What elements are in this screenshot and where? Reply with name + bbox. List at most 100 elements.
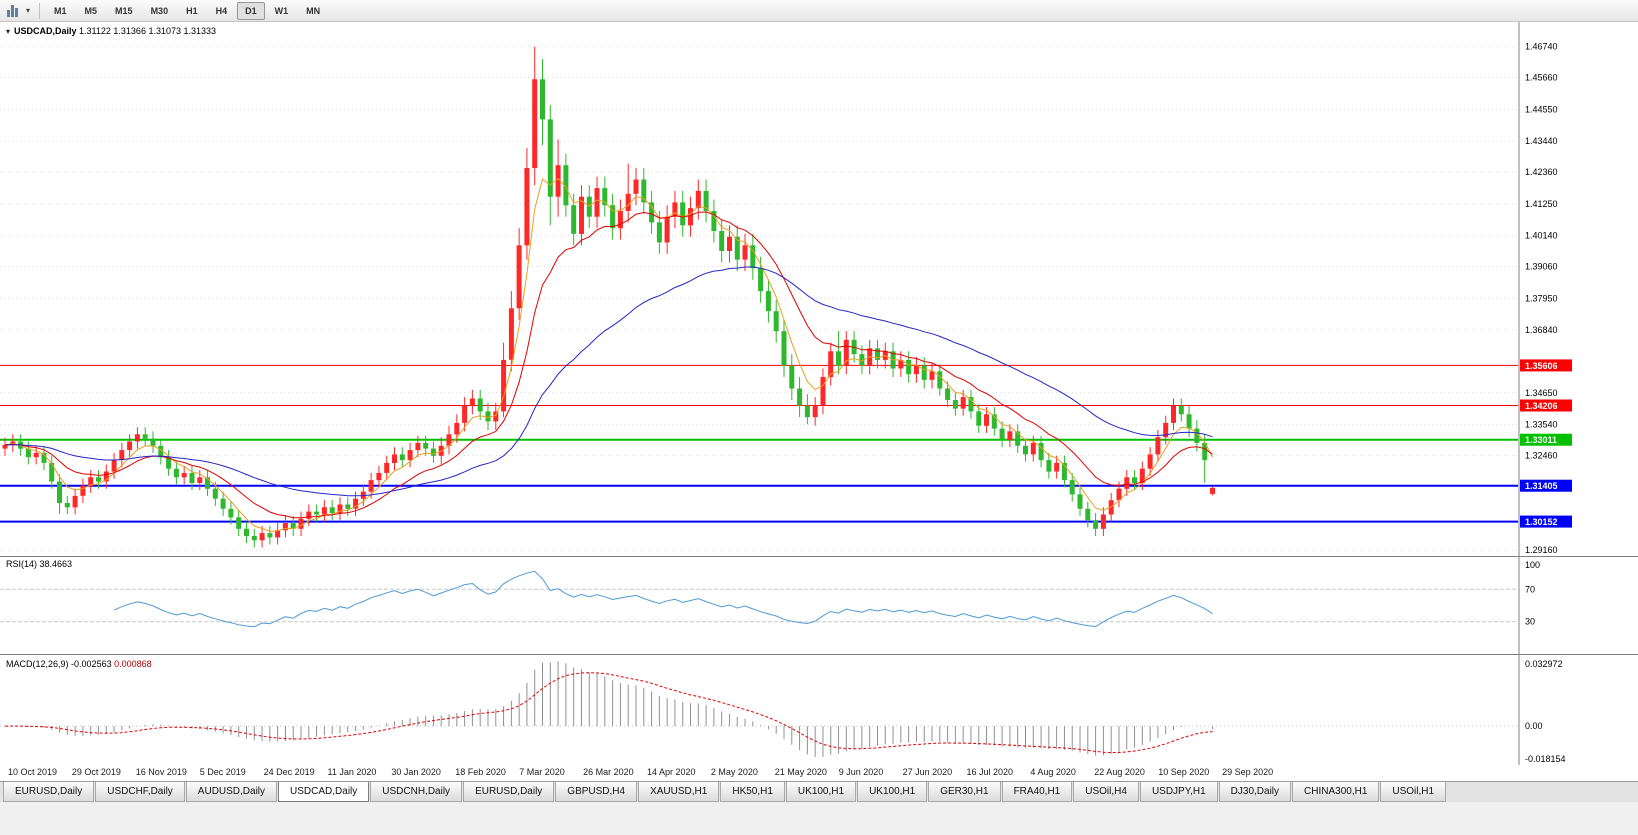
chart-tab-usoil-h1[interactable]: USOil,H1 [1380,782,1447,802]
candle-body [563,165,569,206]
timeframe-toolbar: ▾ M1 M5 M15 M30 H1 H4 D1 W1 MN [0,0,1638,22]
candle-body [913,365,919,375]
chart-type-dropdown-caret[interactable]: ▾ [26,6,31,15]
timeframe-m30[interactable]: M30 [150,5,169,16]
chart-tab-usdcnh-daily[interactable]: USDCNH,Daily [370,782,463,802]
candle-body [1132,477,1137,483]
candle-body [602,188,608,206]
candle-body [680,202,686,226]
candle-body [376,473,382,481]
price-axis-label: 1.40140 [1525,231,1558,241]
chart-tab-ger30-h1[interactable]: GER30,H1 [928,782,1001,802]
candle-body [641,179,647,203]
chart-tab-eurusd-daily[interactable]: EURUSD,Daily [3,782,95,802]
candle-body [797,388,803,406]
candle-body [1178,405,1184,415]
candle-body [275,530,281,538]
chart-symbol-label: USDCAD,Daily [14,26,77,36]
candle-body [423,442,429,449]
candle-body [384,462,390,473]
candle-body [664,216,670,243]
timeframe-d1[interactable]: D1 [237,1,265,20]
chart-tab-china300-h1[interactable]: CHINA300,H1 [1292,782,1380,802]
chart-tab-usdchf-daily[interactable]: USDCHF,Daily [95,782,185,802]
chart-tab-hk50-h1[interactable]: HK50,H1 [720,782,785,802]
chart-window[interactable]: 1.46740 1.45660 1.44550 1.43440 1.42360 1.412… [0,22,1638,781]
candles-layer[interactable] [2,46,1216,548]
candle-body [282,523,288,531]
level-lines[interactable] [0,364,1518,523]
candle-body [111,460,117,472]
chart-tab-usoil-h4[interactable]: USOil,H4 [1073,782,1139,802]
svg-text:1.33011: 1.33011 [1525,435,1557,445]
candle-body [812,405,818,418]
candle-body [828,351,834,378]
candle-body [493,411,499,422]
timeframe-m1[interactable]: M1 [54,5,67,16]
chart-tab-uk100-h1[interactable]: UK100,H1 [857,782,928,802]
price-chart-canvas[interactable]: 1.46740 1.45660 1.44550 1.43440 1.42360 1.412… [0,22,1638,765]
candle-body [820,377,826,406]
chart-tab-usdjpy-h1[interactable]: USDJPY,H1 [1139,782,1218,802]
candle-body [672,202,678,217]
candle-body [220,498,226,509]
macd-histogram [12,661,1213,757]
candle-body [649,202,655,223]
candle-body [244,528,249,536]
time-axis-label: 16 Jul 2020 [966,767,1014,777]
candle-body [656,222,662,243]
rsi-name: RSI(14) [6,559,38,569]
candle-body [1077,494,1083,509]
chart-tab-xauusd-h1[interactable]: XAUUSD,H1 [638,782,720,802]
rsi-axis-label: 30 [1525,617,1535,627]
timeframe-h1[interactable]: H1 [186,5,198,16]
chart-tab-fra40-h1[interactable]: FRA40,H1 [1001,782,1073,802]
chart-tab-dj30-daily[interactable]: DJ30,Daily [1218,782,1292,802]
candle-body [212,488,218,499]
chart-type-icon[interactable] [4,3,22,18]
time-axis-label: 24 Dec 2019 [263,767,315,777]
candle-body [1061,462,1067,481]
chart-tab-gbpusd-h4[interactable]: GBPUSD,H4 [555,782,638,802]
candle-body [1171,405,1176,423]
timeframe-m15[interactable]: M15 [115,5,133,16]
macd-main-value: -0.002563 [71,659,112,669]
candle-body [984,414,989,426]
timeframe-mn[interactable]: MN [306,5,321,16]
time-axis-label: 7 Mar 2020 [519,767,565,777]
candle-body [1186,414,1192,429]
candle-body [477,398,483,412]
candle-body [952,400,958,409]
price-axis-label: 1.34650 [1525,388,1558,398]
candle-body [1147,454,1153,469]
price-axis-label: 1.39060 [1525,262,1558,272]
timeframe-m5[interactable]: M5 [84,5,98,16]
candle-body [407,450,413,461]
svg-text:1.30152: 1.30152 [1525,517,1558,527]
candle-body [906,359,912,375]
chart-tab-uk100-h1[interactable]: UK100,H1 [785,782,857,802]
chart-tab-audusd-daily[interactable]: AUDUSD,Daily [185,782,278,802]
chart-tab-eurusd-daily[interactable]: EURUSD,Daily [463,782,555,802]
price-axis[interactable]: 1.46740 1.45660 1.44550 1.43440 1.42360 1.412… [1520,42,1572,555]
chart-tab-usdcad-daily[interactable]: USDCAD,Daily [278,782,370,802]
time-axis-label: 16 Nov 2019 [135,767,187,777]
timeframe-h4[interactable]: H4 [215,5,228,16]
rsi-axis-label: 70 [1525,584,1535,594]
candle-body [836,351,841,366]
candle-body [843,339,849,366]
candle-body [33,452,39,458]
candle-body [742,245,748,260]
time-axis-label: 14 Apr 2020 [647,767,696,777]
ma-fast-line [4,177,1213,532]
time-axis-label: 27 Jun 2020 [902,767,953,777]
macd-axis-zero: 0.00 [1525,721,1543,731]
price-axis-label: 1.44550 [1525,104,1558,114]
candle-body [703,190,709,211]
time-axis[interactable]: 10 Oct 2019 29 Oct 2019 16 Nov 2019 5 Dec 2… [0,765,1518,781]
timeframe-w1[interactable]: W1 [274,5,289,16]
candle-body [532,79,538,169]
window-menu-icon[interactable]: ▾ [6,27,11,36]
candle-body [150,438,156,446]
candle-body [594,188,600,217]
